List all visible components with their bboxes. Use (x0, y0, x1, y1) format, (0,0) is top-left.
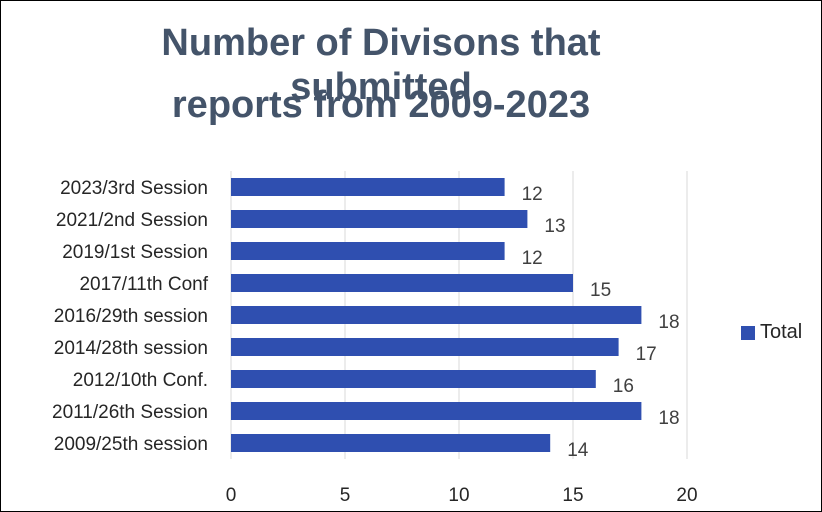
category-label: 2021/2nd Session (56, 210, 208, 231)
legend-label-total: Total (760, 321, 803, 343)
category-label: 2017/11th Conf (79, 274, 208, 295)
category-label: 2019/1st Session (62, 242, 208, 263)
x-tick-label: 20 (676, 485, 697, 506)
data-label: 12 (522, 184, 543, 205)
data-label: 16 (613, 376, 634, 397)
bars (231, 178, 642, 452)
data-label: 18 (658, 312, 679, 333)
chart-title-line-2: reports from 2009-2023 (171, 84, 591, 126)
bar (231, 242, 505, 260)
legend: Total (741, 321, 802, 344)
x-tick-label: 15 (562, 485, 583, 506)
bar (231, 178, 505, 196)
bar (231, 306, 642, 324)
category-label: 2016/29th session (54, 306, 208, 327)
bar (231, 274, 573, 292)
data-label: 17 (636, 344, 657, 365)
legend-swatch (741, 325, 755, 340)
x-tick-labels: 0 5 10 15 20 (226, 485, 698, 506)
category-label: 2012/10th Conf. (73, 370, 208, 391)
category-label: 2011/26th Session (52, 402, 208, 423)
data-label: 18 (658, 408, 679, 429)
bar (231, 370, 596, 388)
chart-title-line-1: Number of Divisons that submitted (161, 22, 601, 108)
category-labels: 2023/3rd Session 2021/2nd Session 2019/1st… (52, 178, 209, 455)
x-tick-label: 5 (340, 485, 351, 506)
x-tick-label: 0 (226, 485, 237, 506)
x-tick-label: 10 (448, 485, 469, 506)
data-label: 12 (522, 248, 543, 269)
data-label: 15 (590, 280, 611, 301)
data-label: 14 (567, 440, 589, 461)
data-label: 13 (544, 216, 565, 237)
category-label: 2014/28th session (54, 338, 208, 359)
category-label: 2023/3rd Session (60, 178, 208, 199)
bar (231, 402, 642, 420)
bar (231, 210, 528, 228)
category-label: 2009/25th session (54, 434, 208, 455)
bar (231, 338, 619, 356)
bar (231, 434, 551, 452)
